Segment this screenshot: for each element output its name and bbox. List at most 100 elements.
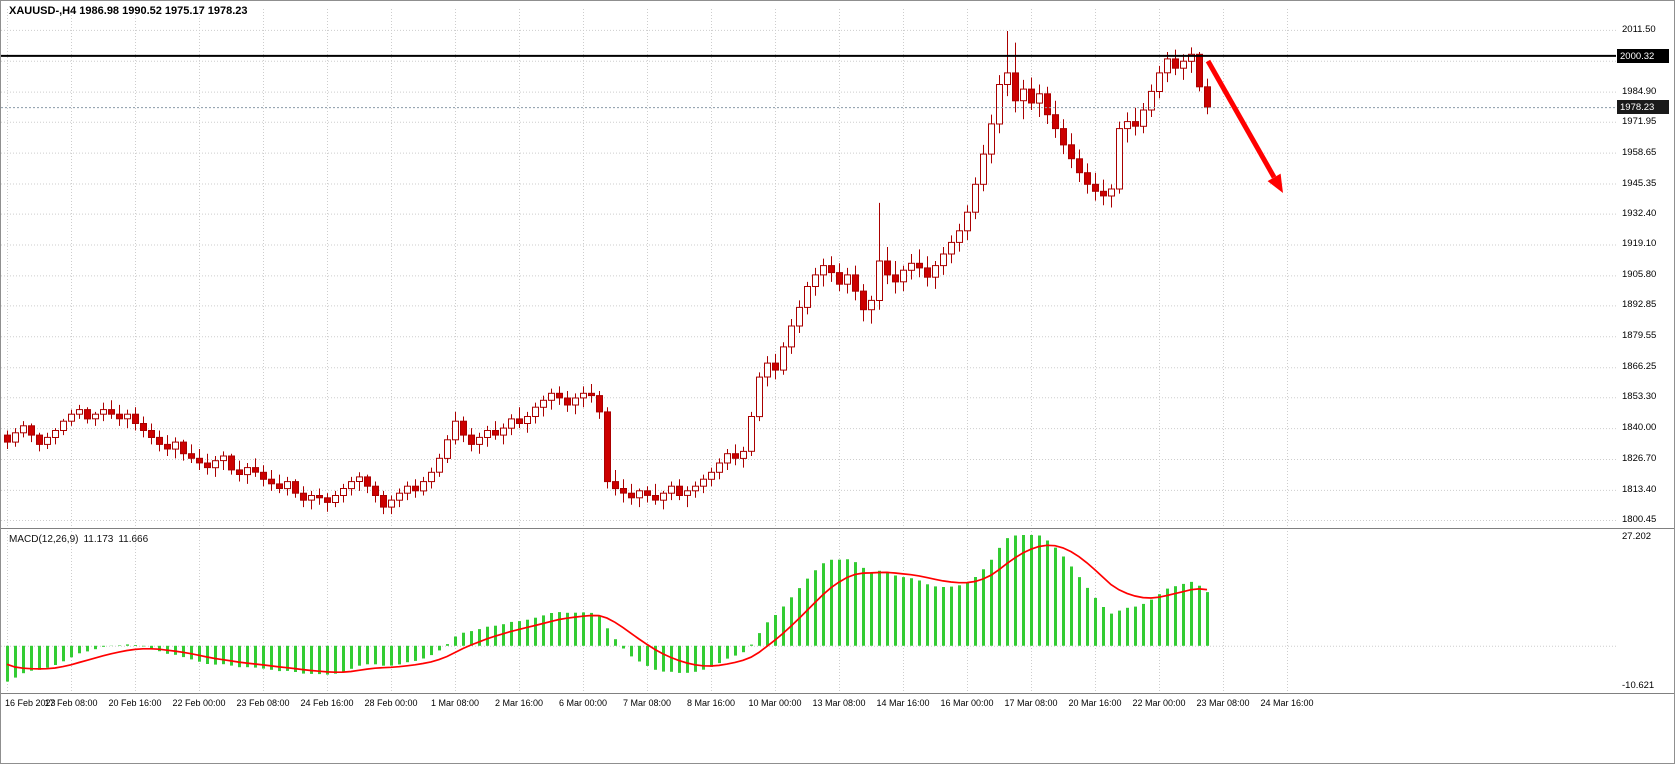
candle-body-bear [852,274,859,292]
price-marker-box: 1978.23 [1617,100,1669,114]
candle-body-bear [860,290,867,311]
candle-body-bull [172,441,179,450]
candle-body-bull [404,485,411,494]
candle-body-bull [788,325,795,348]
candle-body-bull [812,274,819,287]
candle-body-bull [484,430,491,438]
time-axis-label: 24 Feb 16:00 [300,698,354,708]
price-tick-label: 1813.40 [1622,484,1657,495]
price-tick-label: 1958.65 [1622,147,1657,158]
candle-body-bear [140,423,147,431]
candle-body-bear [236,469,243,475]
price-marker-box: 2000.32 [1617,49,1669,63]
price-tick-label: 1971.95 [1622,116,1657,127]
candle-body-bull [76,409,83,415]
candle-body-bear [732,453,739,459]
candle-body-bear [1100,190,1107,197]
candle-body-bull [396,492,403,501]
candle-body-bull [868,299,875,311]
candle-body-bull [572,397,579,406]
candle-body-bull [20,425,27,434]
candle-body-bull [548,392,555,401]
candle-body-bull [428,471,435,483]
candle-body-bull [1108,188,1115,197]
candle-body-bull [1036,93,1043,104]
candle-body-bear [164,443,171,450]
candle-body-bull [796,306,803,327]
macd-signal-line [6,544,1208,674]
candle-body-bull [92,413,99,420]
candle-body-bull [972,183,979,213]
candle-body-bull [764,362,771,378]
time-axis-label: 28 Feb 00:00 [364,698,418,708]
candle-body-bull [452,420,459,441]
price-tick-label: 1866.25 [1622,361,1657,372]
candle-body-bull [724,453,731,464]
candle-body-bull [12,432,19,443]
candle-body-bull [780,346,787,371]
candle-body-bear [644,490,651,496]
candle-body-bear [276,483,283,489]
time-axis-label: 7 Mar 08:00 [622,698,672,708]
macd-name: MACD(12,26,9) [9,534,79,545]
time-axis-label: 2 Mar 16:00 [494,698,544,708]
macd-indicator-label: MACD(12,26,9) 11.173 11.666 [9,534,153,545]
candle-body-bull [692,485,699,492]
symbol-ohlc-label: XAUUSD-,H4 1986.98 1990.52 1975.17 1978.… [9,5,248,17]
price-tick-label: 1932.40 [1622,208,1657,219]
candle-body-bear [620,488,627,494]
candle-body-bear [1204,86,1211,108]
candle-body-bull [332,495,339,503]
candle-body-bear [460,420,467,436]
time-axis-label: 20 Mar 16:00 [1068,698,1122,708]
candle-body-bear [380,495,387,508]
candle-body-bull [100,409,107,415]
time-axis-label: 20 Feb 16:00 [108,698,162,708]
trend-arrow-head[interactable] [1267,173,1283,193]
candle-body-bull [684,490,691,496]
candle-body-bear [1076,158,1083,174]
candle-body-bull [820,265,827,276]
candle-body-bull [52,430,59,438]
candle-body-bear [1012,72,1019,102]
price-tick-label: 1945.35 [1622,178,1657,189]
candle-body-bear [564,397,571,406]
price-tick-label: 1840.00 [1622,422,1657,433]
price-tick-label: 1905.80 [1622,269,1657,280]
candle-body-bear [156,436,163,445]
candle-body-bear [1132,121,1139,127]
candle-body-bear [1084,172,1091,185]
candle-body-bear [1068,144,1075,160]
trend-arrow-shaft[interactable] [1205,59,1277,179]
candle-body-bear [364,476,371,487]
candle-body-bear [268,478,275,485]
candle-body-bear [1028,88,1035,104]
candle-body-bull [668,485,675,494]
price-tick-label: 1879.55 [1622,330,1657,341]
candle-body-bull [1124,121,1131,130]
candle-body-bear [260,471,267,480]
candle-body-bull [740,450,747,459]
candle-body-bull [508,418,515,429]
candle-body-bull [1004,72,1011,86]
candle-body-bull [700,478,707,487]
candle-body-bull [900,269,907,283]
candle-body-bull [1148,90,1155,111]
candle-body-bear [4,434,11,443]
price-tick-label: 1892.85 [1622,299,1657,310]
candle-body-bull [716,462,723,473]
price-tick-label: 1826.70 [1622,453,1657,464]
candle-body-bull [284,481,291,490]
candle-body-bear [556,392,563,399]
candle-body-bull [308,495,315,501]
time-axis-label: 8 Mar 16:00 [686,698,736,708]
candle-body-bear [372,485,379,497]
candle-body-bull [476,436,483,445]
candle-body-bull [1156,72,1163,93]
candle-body-bull [708,471,715,480]
candle-body-bear [324,497,331,503]
candle-body-bear [108,409,115,415]
candle-body-bull [988,123,995,155]
candle-body-bear [892,274,899,283]
